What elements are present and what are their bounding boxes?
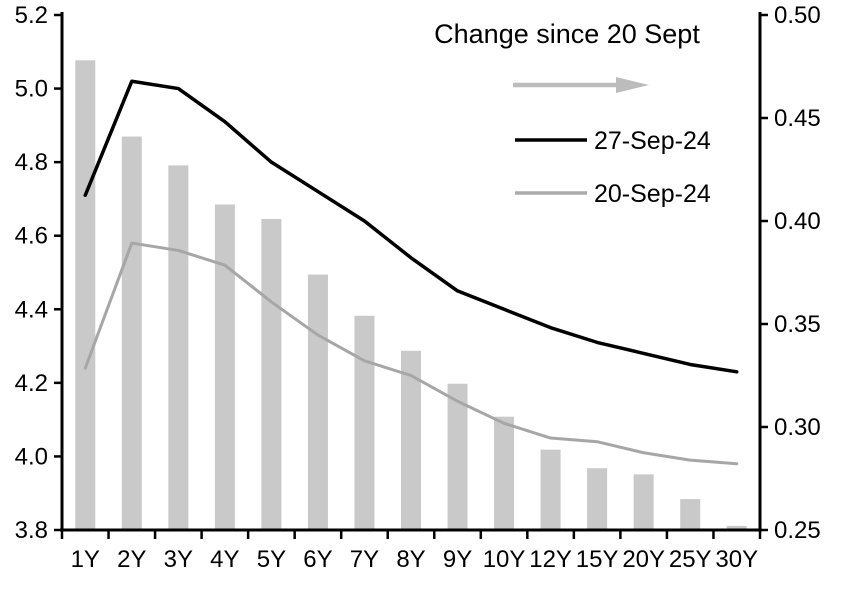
left-axis-label: 4.6 xyxy=(15,223,48,250)
x-axis-label-7Y: 7Y xyxy=(350,546,379,573)
bar-change-20Y xyxy=(633,474,654,529)
left-axis-label: 4.0 xyxy=(15,443,48,470)
right-axis-label: 0.30 xyxy=(774,414,821,441)
legend-title: Change since 20 Sept xyxy=(434,19,700,49)
bar-change-8Y xyxy=(401,350,421,529)
x-axis-label-5Y: 5Y xyxy=(257,546,286,573)
bar-change-10Y xyxy=(494,416,515,529)
x-axis-label-2Y: 2Y xyxy=(117,546,146,573)
left-axis-label: 5.0 xyxy=(15,76,48,103)
bar-change-5Y xyxy=(261,218,282,529)
bar-change-2Y xyxy=(121,136,142,530)
legend-label-27-Sep-24: 27-Sep-24 xyxy=(594,127,711,155)
right-axis-label: 0.40 xyxy=(774,208,821,235)
right-axis-label: 0.45 xyxy=(774,105,821,132)
bar-change-9Y xyxy=(447,383,468,529)
right-axis-label: 0.25 xyxy=(774,517,821,544)
bar-change-12Y xyxy=(540,449,561,529)
bar-change-6Y xyxy=(307,274,328,529)
x-axis-label-15Y: 15Y xyxy=(576,546,619,573)
x-axis-label-10Y: 10Y xyxy=(483,546,526,573)
x-axis-label-30Y: 30Y xyxy=(715,546,758,573)
x-axis-label-8Y: 8Y xyxy=(396,546,425,573)
series-line-27-Sep-24 xyxy=(83,79,739,374)
series-line-20-Sep-24 xyxy=(83,241,739,466)
x-axis-label-25Y: 25Y xyxy=(669,546,712,573)
x-axis-label-9Y: 9Y xyxy=(443,546,472,573)
left-axis-label: 4.4 xyxy=(15,296,48,323)
bar-change-25Y xyxy=(680,499,701,529)
left-axis-label: 3.8 xyxy=(15,517,48,544)
x-axis-label-12Y: 12Y xyxy=(529,546,572,573)
bar-change-1Y xyxy=(75,60,96,529)
left-axis-label: 4.8 xyxy=(15,149,48,176)
right-axis-label: 0.35 xyxy=(774,311,821,338)
left-axis-label: 4.2 xyxy=(15,370,48,397)
bar-change-3Y xyxy=(168,165,189,529)
x-axis-label-4Y: 4Y xyxy=(210,546,239,573)
bar-change-7Y xyxy=(354,315,375,529)
left-axis-label: 5.2 xyxy=(15,2,48,29)
x-axis-label-20Y: 20Y xyxy=(622,546,665,573)
bar-change-30Y xyxy=(726,525,747,529)
x-axis-label-6Y: 6Y xyxy=(303,546,332,573)
bar-change-15Y xyxy=(587,468,608,529)
x-axis-label-3Y: 3Y xyxy=(164,546,193,573)
legend-label-20-Sep-24: 20-Sep-24 xyxy=(594,180,711,208)
x-axis-label-1Y: 1Y xyxy=(71,546,100,573)
right-axis-label: 0.50 xyxy=(774,2,821,29)
right-arrow-icon-head xyxy=(616,77,649,93)
bar-change-4Y xyxy=(214,204,235,529)
